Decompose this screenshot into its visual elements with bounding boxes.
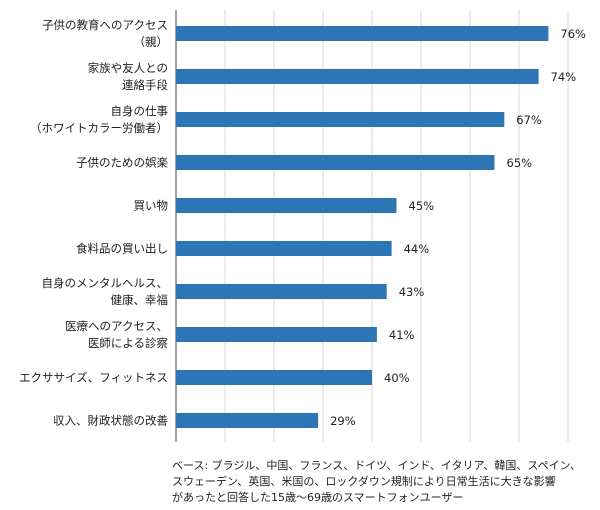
bar	[176, 69, 539, 84]
value-label: 65%	[507, 156, 533, 170]
value-label: 41%	[389, 328, 415, 342]
category-label: 収入、財政状態の改善	[53, 413, 168, 427]
category-label: エクササイズ、フィットネス	[19, 370, 168, 384]
value-label: 67%	[516, 113, 542, 127]
bar	[176, 26, 549, 41]
category-label: 自身の仕事 （ホワイトカラー労働者）	[30, 103, 168, 135]
category-label: 家族や友人との 連絡手段	[87, 60, 168, 92]
value-label: 76%	[560, 27, 586, 41]
footnote: ベース: ブラジル、中国、フランス、ドイツ、インド、イタリア、韓国、スペイン、 …	[172, 459, 581, 504]
bar	[176, 155, 495, 170]
category-label: 医療へのアクセス、 医師による診察	[65, 318, 168, 350]
value-label: 40%	[384, 371, 410, 385]
value-label: 44%	[404, 242, 430, 256]
category-label: 買い物	[133, 198, 169, 212]
value-label: 43%	[399, 285, 425, 299]
category-label: 食料品の買い出し	[76, 241, 168, 255]
category-label: 子供の教育へのアクセス （親）	[42, 17, 168, 49]
bar	[176, 284, 387, 299]
bar	[176, 198, 397, 213]
category-label: 子供のための娯楽	[76, 155, 168, 169]
bar	[176, 327, 377, 342]
category-label: 自身のメンタルヘルス、 健康、幸福	[41, 275, 169, 307]
value-label: 74%	[551, 70, 577, 84]
bar	[176, 413, 319, 428]
bar	[176, 112, 505, 127]
value-label: 45%	[409, 199, 435, 213]
bar	[176, 370, 372, 385]
value-label: 29%	[330, 414, 356, 428]
bar	[176, 241, 392, 256]
